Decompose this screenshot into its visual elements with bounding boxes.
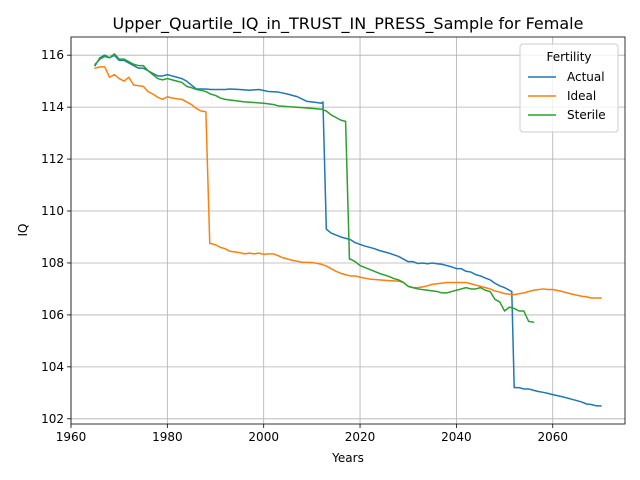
x-tick-label: 2020	[345, 430, 376, 444]
legend-frame	[519, 43, 619, 133]
x-tick-label: 1980	[152, 430, 183, 444]
y-tick-label: 106	[41, 308, 64, 322]
legend-title: Fertility	[546, 50, 591, 64]
series-line-ideal	[94, 66, 602, 299]
series-line-sterile	[94, 53, 535, 324]
legend-label-actual: Actual	[567, 70, 605, 84]
y-tick-label: 108	[41, 256, 64, 270]
series-line-actual	[94, 54, 602, 407]
x-tick-label: 1960	[56, 430, 87, 444]
legend-label-ideal: Ideal	[567, 89, 596, 103]
legend-items: Actual Ideal Sterile	[528, 70, 606, 122]
y-tick-label: 110	[41, 204, 64, 218]
plot-frame	[70, 36, 626, 425]
legend: Fertility Actual Ideal Sterile	[519, 43, 619, 133]
x-axis-label: Years	[331, 451, 364, 465]
x-tick-label: 2040	[441, 430, 472, 444]
y-tick-label: 116	[41, 48, 64, 62]
x-tick-label: 2060	[537, 430, 568, 444]
legend-label-sterile: Sterile	[567, 108, 606, 122]
y-axis-label: IQ	[16, 224, 30, 237]
y-tick-label: 112	[41, 152, 64, 166]
y-tick-label: 114	[41, 100, 64, 114]
y-tick-label: 104	[41, 360, 64, 374]
axis-ticks: 1960 1980 2000 2020 2040 2060 102 104 106 108 110 1…	[41, 48, 568, 444]
x-tick-label: 2000	[248, 430, 279, 444]
y-tick-label: 102	[41, 412, 64, 426]
chart-title: Upper_Quartile_IQ_in_TRUST_IN_PRESS_Samp…	[113, 14, 584, 34]
series-lines	[94, 53, 602, 407]
